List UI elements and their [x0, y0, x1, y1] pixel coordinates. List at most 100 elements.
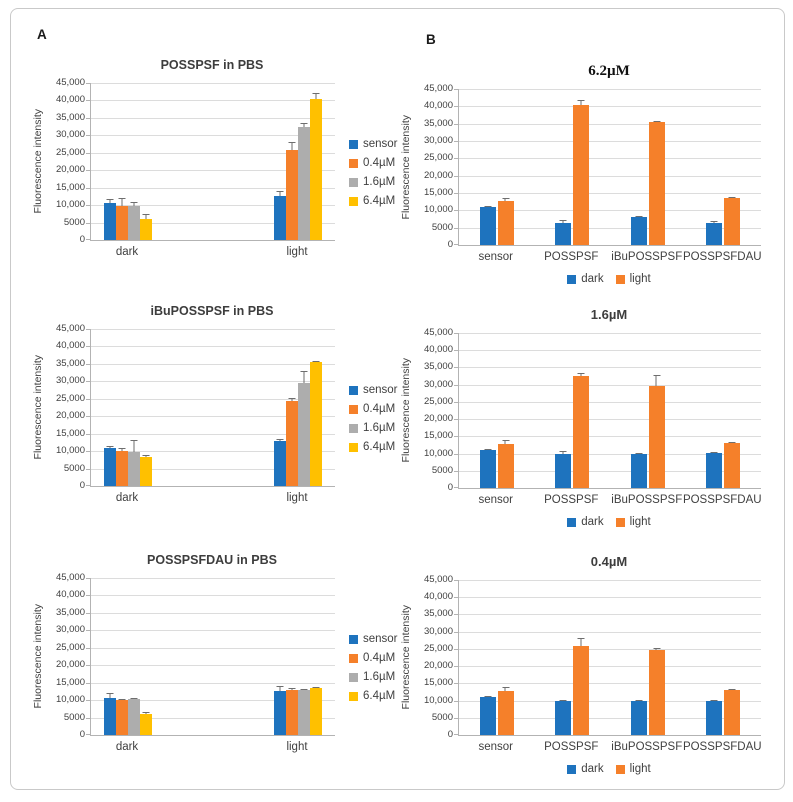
error-bar-cap [276, 686, 284, 687]
y-axis-tick-mark [86, 205, 90, 207]
error-bar [653, 121, 661, 122]
gridline [459, 470, 761, 472]
y-tick-label: 0 [79, 234, 85, 245]
bar-0.4µM-dark [116, 198, 128, 240]
x-axis-labels-b1: sensor POSSPSF iBuPOSSPSF POSSPSFDAU [458, 251, 761, 266]
error-bar [300, 689, 308, 690]
gridline [91, 329, 335, 330]
bar-6.4µM-dark [140, 712, 152, 735]
error-bar-cap [106, 199, 114, 200]
error-bar [484, 696, 492, 697]
legend-label: 6.4µM [363, 195, 396, 207]
error-bar-cap [300, 123, 308, 124]
y-axis-tick-mark [86, 117, 90, 119]
y-tick-label: 40,000 [55, 94, 85, 106]
y-tick-label: 20,000 [55, 164, 85, 176]
y-axis-title-b1: Fluorescence intensity [398, 89, 414, 245]
error-bar-line [145, 455, 146, 457]
bar-group-dark [104, 198, 152, 240]
error-bar-line [109, 199, 110, 203]
gridline [91, 682, 335, 684]
legend-entry-light: light [615, 516, 651, 528]
gridline [459, 333, 761, 334]
error-bar [559, 451, 567, 454]
y-tick-label: 45,000 [55, 77, 85, 88]
legend-a3: sensor 0.4µM 1.6µM 6.4µM [349, 578, 398, 736]
y-tick-label: 25,000 [55, 641, 85, 653]
gridline [459, 350, 761, 352]
error-bar-cap [559, 220, 567, 221]
y-axis-title-text: Fluorescence intensity [400, 605, 412, 710]
y-axis-tick-mark [86, 485, 90, 486]
y-axis-title-a2: Fluorescence intensity [30, 329, 46, 486]
error-bar-line [303, 123, 304, 127]
legend-entry-dark: dark [567, 273, 604, 285]
error-bar-line [637, 700, 639, 701]
error-bar [635, 700, 643, 701]
error-bar-line [279, 439, 280, 441]
chart-a3: POSSPSFDAU in PBS Fluorescence intensity 4… [30, 550, 398, 756]
y-axis-tick-mark [86, 170, 90, 172]
bar-dark-iBuPOSSPSF [630, 453, 647, 488]
error-bar-line [133, 440, 134, 452]
bar-group-dark [104, 440, 152, 486]
bar-0.4µM-light [286, 688, 298, 735]
y-tick-label: 10,000 [55, 694, 85, 706]
y-tick-label: 35,000 [55, 606, 85, 618]
legend-entry-sensor: sensor [349, 138, 398, 150]
y-tick-label: 40,000 [423, 591, 453, 603]
error-bar-line [109, 446, 110, 448]
gridline [91, 363, 335, 365]
bar-dark-iBuPOSSPSF [630, 216, 647, 245]
error-bar [559, 700, 567, 701]
y-axis-tick-mark [454, 333, 458, 334]
bar-6.4µM-light [310, 361, 322, 486]
gridline [91, 152, 335, 154]
error-bar-line [109, 693, 110, 698]
gridline [459, 453, 761, 455]
error-bar [130, 440, 138, 452]
legend-entry-6.4µM: 6.4µM [349, 690, 398, 702]
y-axis-tick-mark [86, 135, 90, 137]
y-axis-title-text: Fluorescence intensity [32, 604, 44, 709]
legend-swatch-icon [349, 196, 358, 206]
gridline [459, 227, 761, 229]
y-axis-tick-mark [86, 630, 90, 632]
bar-group-sensor [479, 440, 514, 488]
bar-dark-POSSPSFDAU [706, 221, 723, 245]
y-tick-label: 15,000 [423, 677, 453, 689]
error-bar [710, 700, 718, 701]
y-tick-label: 25,000 [423, 395, 453, 407]
gridline [91, 647, 335, 649]
gridline [459, 175, 761, 177]
chart-title-a1: POSSPSF in PBS [160, 58, 264, 72]
legend-entry-light: light [615, 273, 651, 285]
y-axis-tick-mark [454, 700, 458, 702]
error-bar [276, 439, 284, 441]
bar-sensor-dark [104, 199, 116, 240]
gridline [459, 384, 761, 386]
gridline [91, 398, 335, 400]
y-axis-title-b2: Fluorescence intensity [398, 333, 414, 488]
error-bar [502, 198, 510, 201]
error-bar-line [655, 121, 657, 122]
error-bar [312, 361, 320, 362]
y-axis-tick-mark [454, 193, 458, 194]
bar-dark-sensor [479, 696, 496, 735]
y-axis-ticks-a1: 45,000 40,000 35,000 30,000 25,000 20,000 15,0… [46, 77, 90, 245]
error-bar-cap [502, 440, 510, 441]
y-axis-tick-mark [454, 734, 458, 735]
y-axis-tick-mark [454, 683, 458, 685]
x-axis-labels-b2: sensor POSSPSF iBuPOSSPSF POSSPSFDAU [458, 494, 761, 509]
y-axis-tick-mark [454, 470, 458, 472]
gridline [459, 210, 761, 212]
gridline [91, 665, 335, 667]
y-tick-label: 0 [79, 729, 85, 740]
bar-group-POSSPSF [555, 373, 590, 488]
y-tick-label: 10,000 [423, 694, 453, 706]
error-bar-cap [106, 446, 114, 447]
gridline [459, 631, 761, 633]
gridline [91, 170, 335, 172]
legend-entry-light: light [615, 763, 651, 775]
error-bar-cap [118, 198, 126, 199]
